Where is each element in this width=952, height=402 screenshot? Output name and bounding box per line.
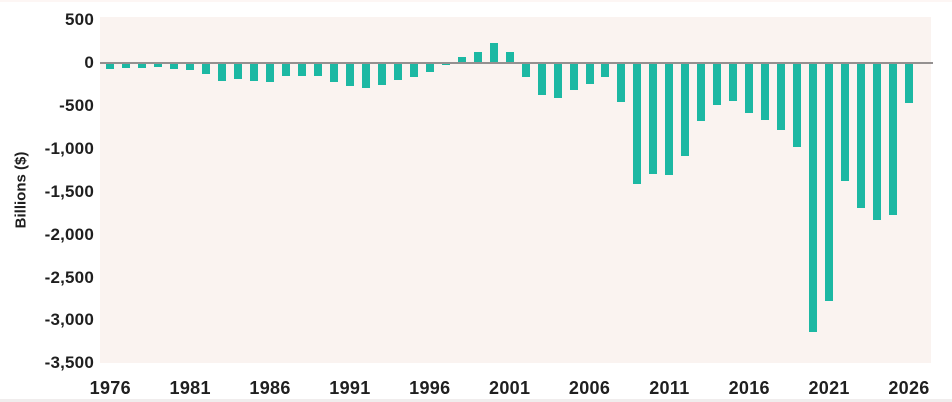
bar-2013 bbox=[697, 63, 706, 122]
bar-2001 bbox=[505, 52, 514, 63]
y-tick-label: -1,500 bbox=[44, 181, 94, 201]
bar-1996 bbox=[425, 63, 434, 73]
bar-2017 bbox=[761, 63, 770, 121]
bar-2022 bbox=[841, 63, 850, 181]
y-tick-label: -1,000 bbox=[44, 138, 94, 158]
x-tick-label: 2016 bbox=[728, 378, 770, 398]
bottom-border-strip bbox=[0, 399, 952, 402]
bar-1986 bbox=[266, 63, 275, 82]
bar-1983 bbox=[218, 63, 227, 81]
bar-1995 bbox=[409, 63, 418, 78]
x-tick-label: 2006 bbox=[568, 378, 611, 398]
bar-2008 bbox=[617, 63, 626, 103]
bar-1998 bbox=[457, 57, 466, 63]
bar-2015 bbox=[729, 63, 738, 101]
x-tick-label: 2001 bbox=[489, 378, 531, 398]
x-tick-label: 1976 bbox=[89, 378, 131, 398]
bar-1984 bbox=[234, 63, 243, 79]
bar-2021 bbox=[825, 63, 834, 302]
bar-1989 bbox=[313, 63, 322, 77]
bars-layer bbox=[100, 17, 931, 363]
x-tick-label: 2021 bbox=[808, 378, 850, 398]
zero-baseline bbox=[100, 62, 933, 64]
bar-2024 bbox=[873, 63, 882, 221]
bar-2018 bbox=[777, 63, 786, 130]
y-tick-label: -2,500 bbox=[44, 267, 94, 287]
x-tick-label: 1986 bbox=[249, 378, 291, 398]
y-tick-label: -3,500 bbox=[44, 353, 94, 373]
bar-1981 bbox=[186, 63, 195, 70]
top-border-strip bbox=[0, 0, 952, 2]
bar-1987 bbox=[282, 63, 290, 76]
bar-1999 bbox=[473, 52, 482, 63]
bar-1994 bbox=[393, 63, 402, 81]
bar-2025 bbox=[889, 63, 898, 216]
bar-1979 bbox=[154, 63, 163, 67]
bar-2004 bbox=[553, 63, 562, 99]
bar-2002 bbox=[521, 63, 530, 77]
bar-1982 bbox=[202, 63, 211, 74]
bar-2011 bbox=[665, 63, 674, 175]
y-axis-tick-labels: 500 0 -500 -1,000 -1,500 -2,000 -2,500 -3,000 -3… bbox=[0, 0, 94, 402]
y-tick-label: 0 bbox=[84, 53, 94, 72]
x-tick-label: 2011 bbox=[649, 378, 690, 398]
bar-2012 bbox=[681, 63, 690, 157]
bar-2010 bbox=[649, 63, 658, 175]
bar-2014 bbox=[713, 63, 722, 105]
x-tick-label: 1996 bbox=[409, 378, 451, 398]
bar-2019 bbox=[793, 63, 802, 148]
bar-2020 bbox=[809, 63, 818, 332]
bar-2023 bbox=[857, 63, 866, 209]
bar-2003 bbox=[537, 63, 546, 96]
bar-1985 bbox=[250, 63, 259, 82]
bar-1991 bbox=[345, 63, 354, 87]
bar-1990 bbox=[329, 63, 338, 82]
bar-1977 bbox=[122, 63, 131, 68]
x-tick-label: 1991 bbox=[329, 378, 371, 398]
x-tick-label: 2026 bbox=[888, 378, 930, 398]
y-tick-label: -2,000 bbox=[44, 224, 94, 244]
x-tick-label: 1981 bbox=[169, 378, 211, 398]
bar-2006 bbox=[585, 63, 594, 85]
bar-2007 bbox=[601, 63, 610, 77]
bar-2026 bbox=[905, 63, 913, 104]
bar-1988 bbox=[297, 63, 306, 77]
bar-1978 bbox=[138, 63, 147, 69]
plot-area bbox=[100, 17, 933, 363]
bar-2005 bbox=[569, 63, 578, 91]
bar-1976 bbox=[106, 63, 115, 70]
bar-1992 bbox=[361, 63, 370, 88]
y-tick-label: -3,000 bbox=[44, 310, 94, 330]
y-tick-label: -500 bbox=[59, 95, 94, 115]
y-tick-label: 500 bbox=[65, 10, 94, 30]
bar-2000 bbox=[489, 42, 498, 63]
bar-2016 bbox=[745, 63, 754, 114]
bar-1993 bbox=[377, 63, 386, 85]
bar-2009 bbox=[633, 63, 642, 185]
bar-1980 bbox=[170, 63, 179, 70]
